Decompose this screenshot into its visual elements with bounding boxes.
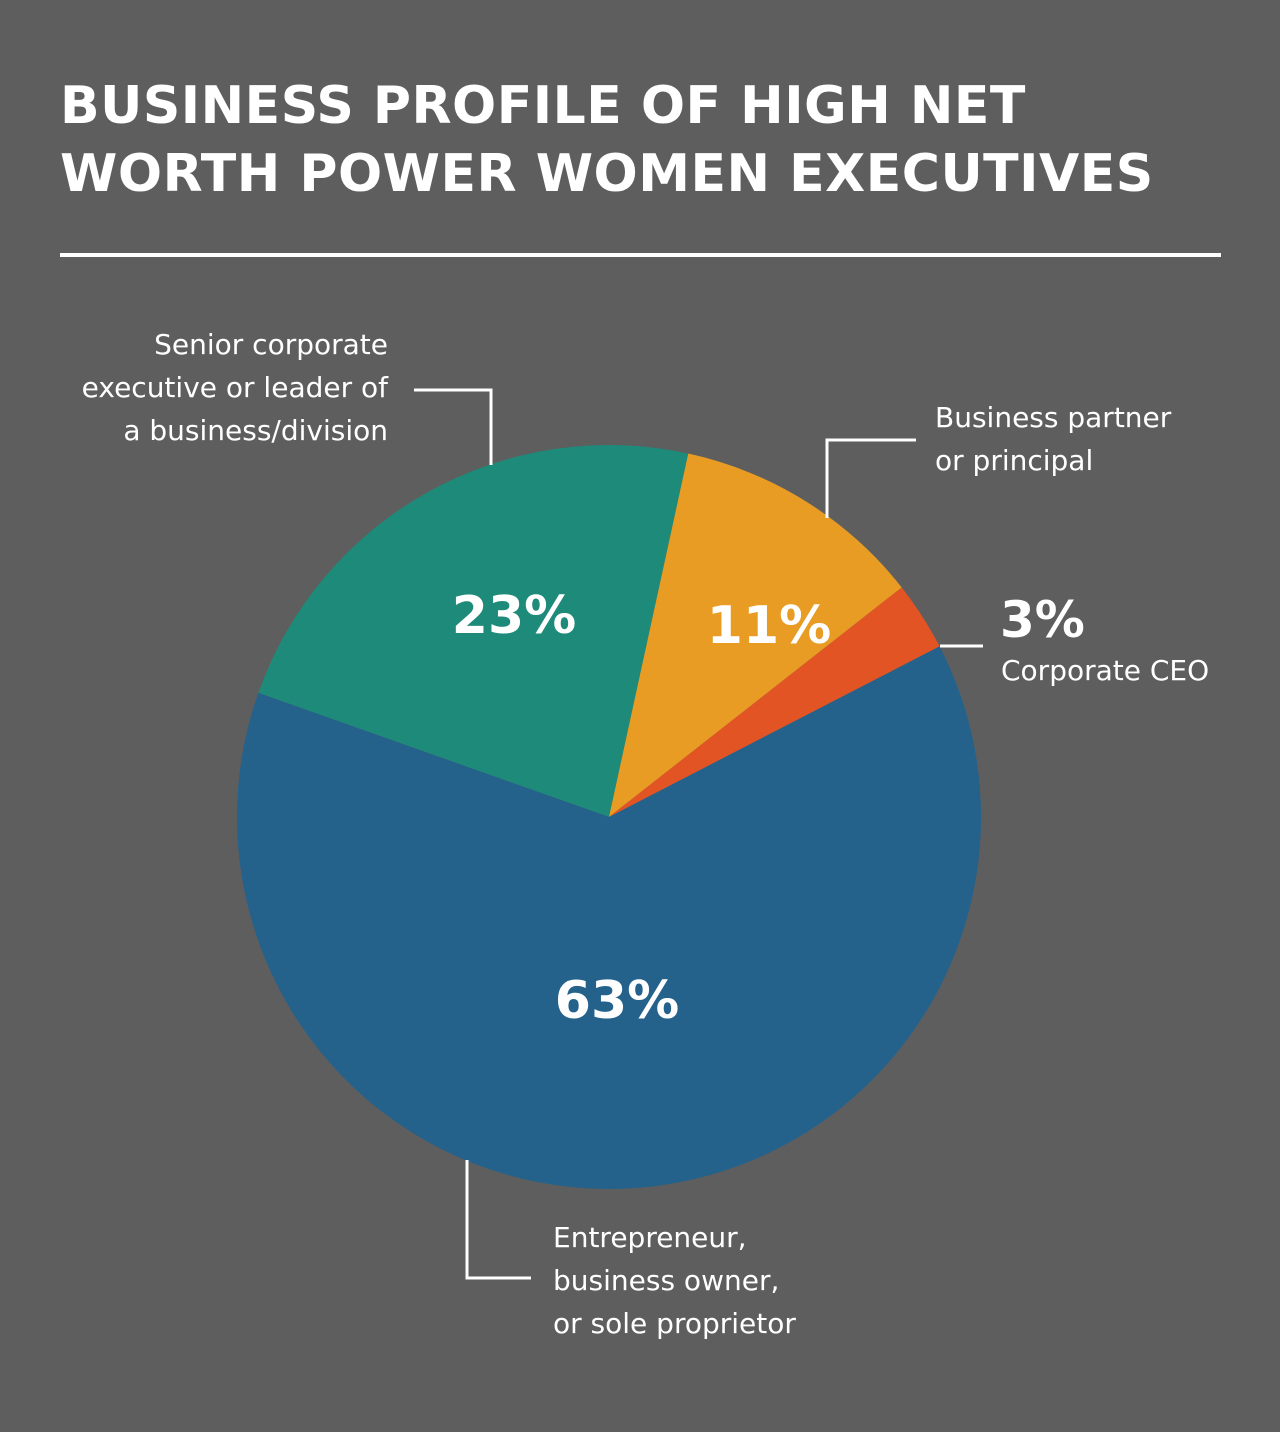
category-label-partner: Business partner or principal	[935, 401, 1172, 477]
pie-slices	[237, 445, 982, 1189]
percent-label-ceo: 3%	[1000, 591, 1085, 649]
leader-line-senior	[414, 388, 493, 465]
pie-slice-ceo	[609, 587, 940, 817]
pie-slice-partner	[609, 453, 902, 817]
category-label-entrepreneur: Entrepreneur, business owner, or sole pr…	[553, 1221, 796, 1340]
chart-title: BUSINESS PROFILE OF HIGH NET WORTH POWER…	[60, 76, 1154, 204]
pie-slice-entrepreneur	[237, 646, 982, 1189]
leader-line-entrepreneur	[465, 1160, 531, 1280]
percent-label-entrepreneur: 63%	[555, 971, 679, 1031]
percent-label-senior: 23%	[452, 586, 576, 646]
pie-slice-senior	[258, 445, 689, 817]
category-label-senior: Senior corporate executive or leader of …	[81, 328, 388, 447]
title-divider	[60, 253, 1221, 257]
percent-label-partner: 11%	[707, 596, 831, 656]
percent-labels: 23% 11% 63%	[452, 586, 831, 1031]
leader-line-partner	[825, 438, 916, 518]
leader-lines	[414, 388, 983, 1280]
category-label-ceo: Corporate CEO	[1001, 654, 1210, 687]
